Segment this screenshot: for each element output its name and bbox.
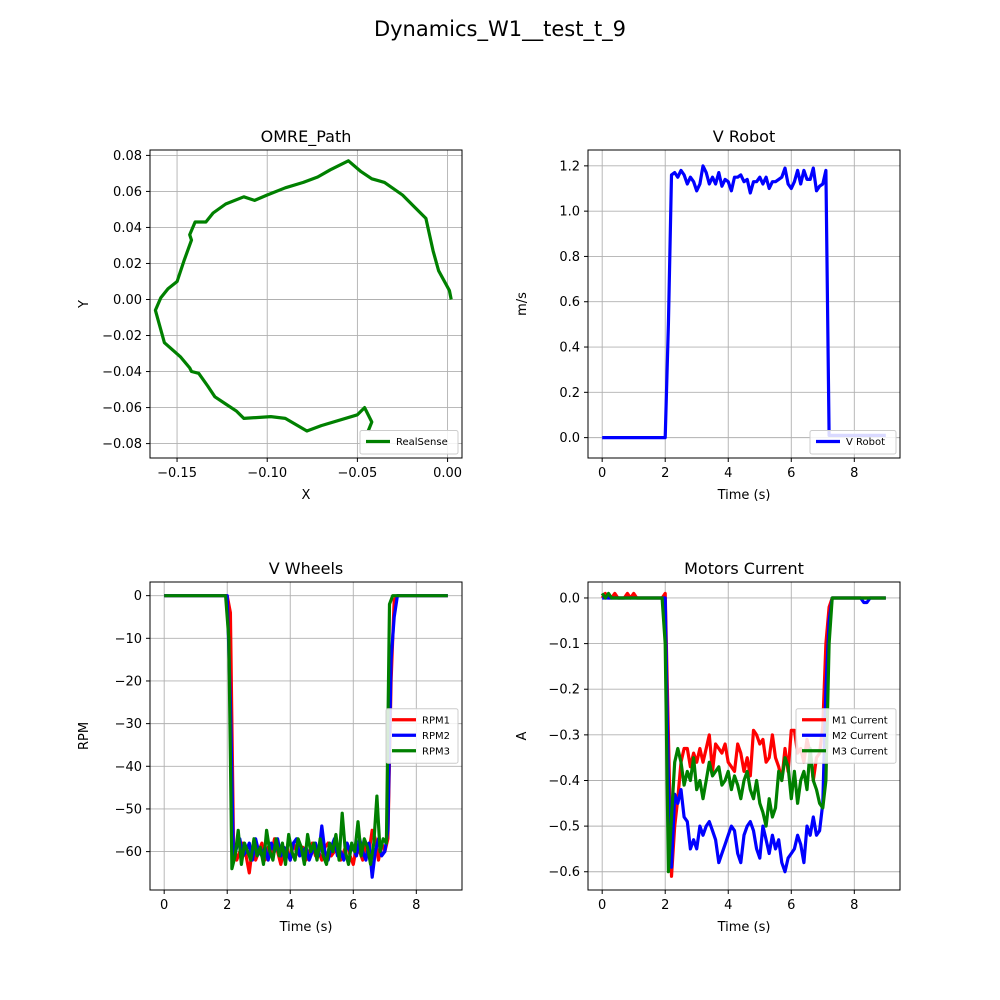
x-tick-label: 4: [724, 898, 732, 913]
x-tick-label: −0.05: [337, 466, 377, 481]
legend: M1 Current M2 Current M3 Current: [795, 708, 897, 764]
x-tick-label: 2: [223, 898, 231, 913]
x-axis-label: Time (s): [279, 920, 333, 935]
y-tick-label: 0.0: [559, 591, 580, 606]
y-tick-label: −0.04: [102, 365, 142, 380]
x-axis-label: X: [302, 488, 311, 503]
y-tick-label: −50: [115, 802, 142, 817]
x-tick-label: 0: [160, 898, 168, 913]
legend-label: M1 Current: [832, 715, 888, 726]
series-line-m3-current: [600, 591, 886, 874]
plot-v-robot: 0 2 4 6 8 0.0 0.2 0.4 0.6 0.8 1.0 1.2 V Robot Time (s…: [515, 127, 901, 503]
x-tick-label: 6: [787, 466, 795, 481]
series-line-rpm3: [164, 594, 448, 871]
plot-title: Motors Current: [684, 559, 804, 578]
plot-frame: [587, 149, 901, 459]
y-tick-label: −0.06: [102, 401, 142, 416]
plot-v-wheels: 0 2 4 6 8 0 −10 −20 −30 −40 −50 −60 V Wheels Time (s)…: [77, 559, 463, 935]
x-tick-label: 2: [661, 466, 669, 481]
x-tick-label: 4: [724, 466, 732, 481]
legend-label: RPM3: [422, 746, 450, 757]
x-tick-label: 0.00: [433, 466, 462, 481]
legend: RealSense: [359, 430, 459, 455]
y-tick-label: −0.2: [548, 683, 580, 698]
x-tick-label: 6: [349, 898, 357, 913]
figure-title: Dynamics_W1__test_t_9: [374, 17, 626, 42]
y-tick-label: −0.4: [548, 774, 580, 789]
legend-label: V Robot: [846, 437, 885, 448]
legend-label: RPM1: [422, 715, 450, 726]
y-axis-label: Y: [77, 300, 92, 309]
y-tick-label: −0.3: [548, 728, 580, 743]
plot-title: V Wheels: [269, 559, 343, 578]
y-tick-label: −0.5: [548, 820, 580, 835]
y-tick-label: −0.02: [102, 329, 142, 344]
series-line-realsense: [153, 159, 453, 433]
legend-label: M3 Current: [832, 746, 888, 757]
legend-box: [809, 430, 897, 455]
y-axis-label: RPM: [77, 722, 92, 750]
y-tick-label: −0.6: [548, 865, 580, 880]
y-axis-label: m/s: [515, 292, 530, 316]
plot-frame: [587, 581, 901, 891]
y-tick-label: 0.08: [113, 149, 142, 164]
plot-frame: [149, 581, 463, 891]
y-tick-label: 0.8: [559, 250, 580, 265]
y-tick-label: 0.2: [559, 386, 580, 401]
legend-box: [359, 430, 459, 455]
x-axis-label: Time (s): [717, 920, 771, 935]
y-tick-label: 0.0: [559, 431, 580, 446]
legend: V Robot: [809, 430, 897, 455]
y-tick-label: −0.1: [548, 637, 580, 652]
y-tick-label: −30: [115, 717, 142, 732]
y-tick-label: 0.6: [559, 295, 580, 310]
plot-omre-path: −0.15 −0.10 −0.05 0.00 −0.08 −0.06 −0.04 −0.02 0…: [77, 127, 463, 503]
y-tick-label: −20: [115, 674, 142, 689]
x-tick-label: −0.15: [157, 466, 197, 481]
plot-title: V Robot: [713, 127, 775, 146]
y-tick-label: 0: [134, 589, 142, 604]
legend-label: RealSense: [396, 437, 448, 448]
x-tick-label: 6: [787, 898, 795, 913]
x-tick-label: 4: [286, 898, 294, 913]
plot-title: OMRE_Path: [261, 127, 352, 147]
x-axis-label: Time (s): [717, 488, 771, 503]
legend-label: M2 Current: [832, 731, 888, 742]
y-tick-label: 0.02: [113, 257, 142, 272]
x-tick-label: −0.10: [247, 466, 287, 481]
y-tick-label: 0.4: [559, 341, 580, 356]
y-tick-label: −0.08: [102, 437, 142, 452]
x-tick-label: 0: [598, 898, 606, 913]
y-tick-label: 0.00: [113, 293, 142, 308]
y-tick-label: −40: [115, 760, 142, 775]
x-tick-label: 2: [661, 898, 669, 913]
y-tick-label: 0.06: [113, 185, 142, 200]
legend-label: RPM2: [422, 731, 450, 742]
y-tick-label: 0.04: [113, 221, 142, 236]
x-tick-label: 0: [598, 466, 606, 481]
x-tick-label: 8: [850, 898, 858, 913]
y-tick-label: 1.2: [559, 159, 580, 174]
x-tick-label: 8: [412, 898, 420, 913]
y-tick-label: 1.0: [559, 205, 580, 220]
y-tick-label: −60: [115, 845, 142, 860]
y-axis-label: A: [515, 731, 530, 740]
y-tick-label: −10: [115, 632, 142, 647]
x-tick-label: 8: [850, 466, 858, 481]
plot-motors-current: 0 2 4 6 8 0.0 −0.1 −0.2 −0.3 −0.4 −0.5 −0.6 Motors C…: [515, 559, 901, 935]
plot-frame: [149, 149, 463, 459]
legend: RPM1 RPM2 RPM3: [385, 708, 459, 764]
